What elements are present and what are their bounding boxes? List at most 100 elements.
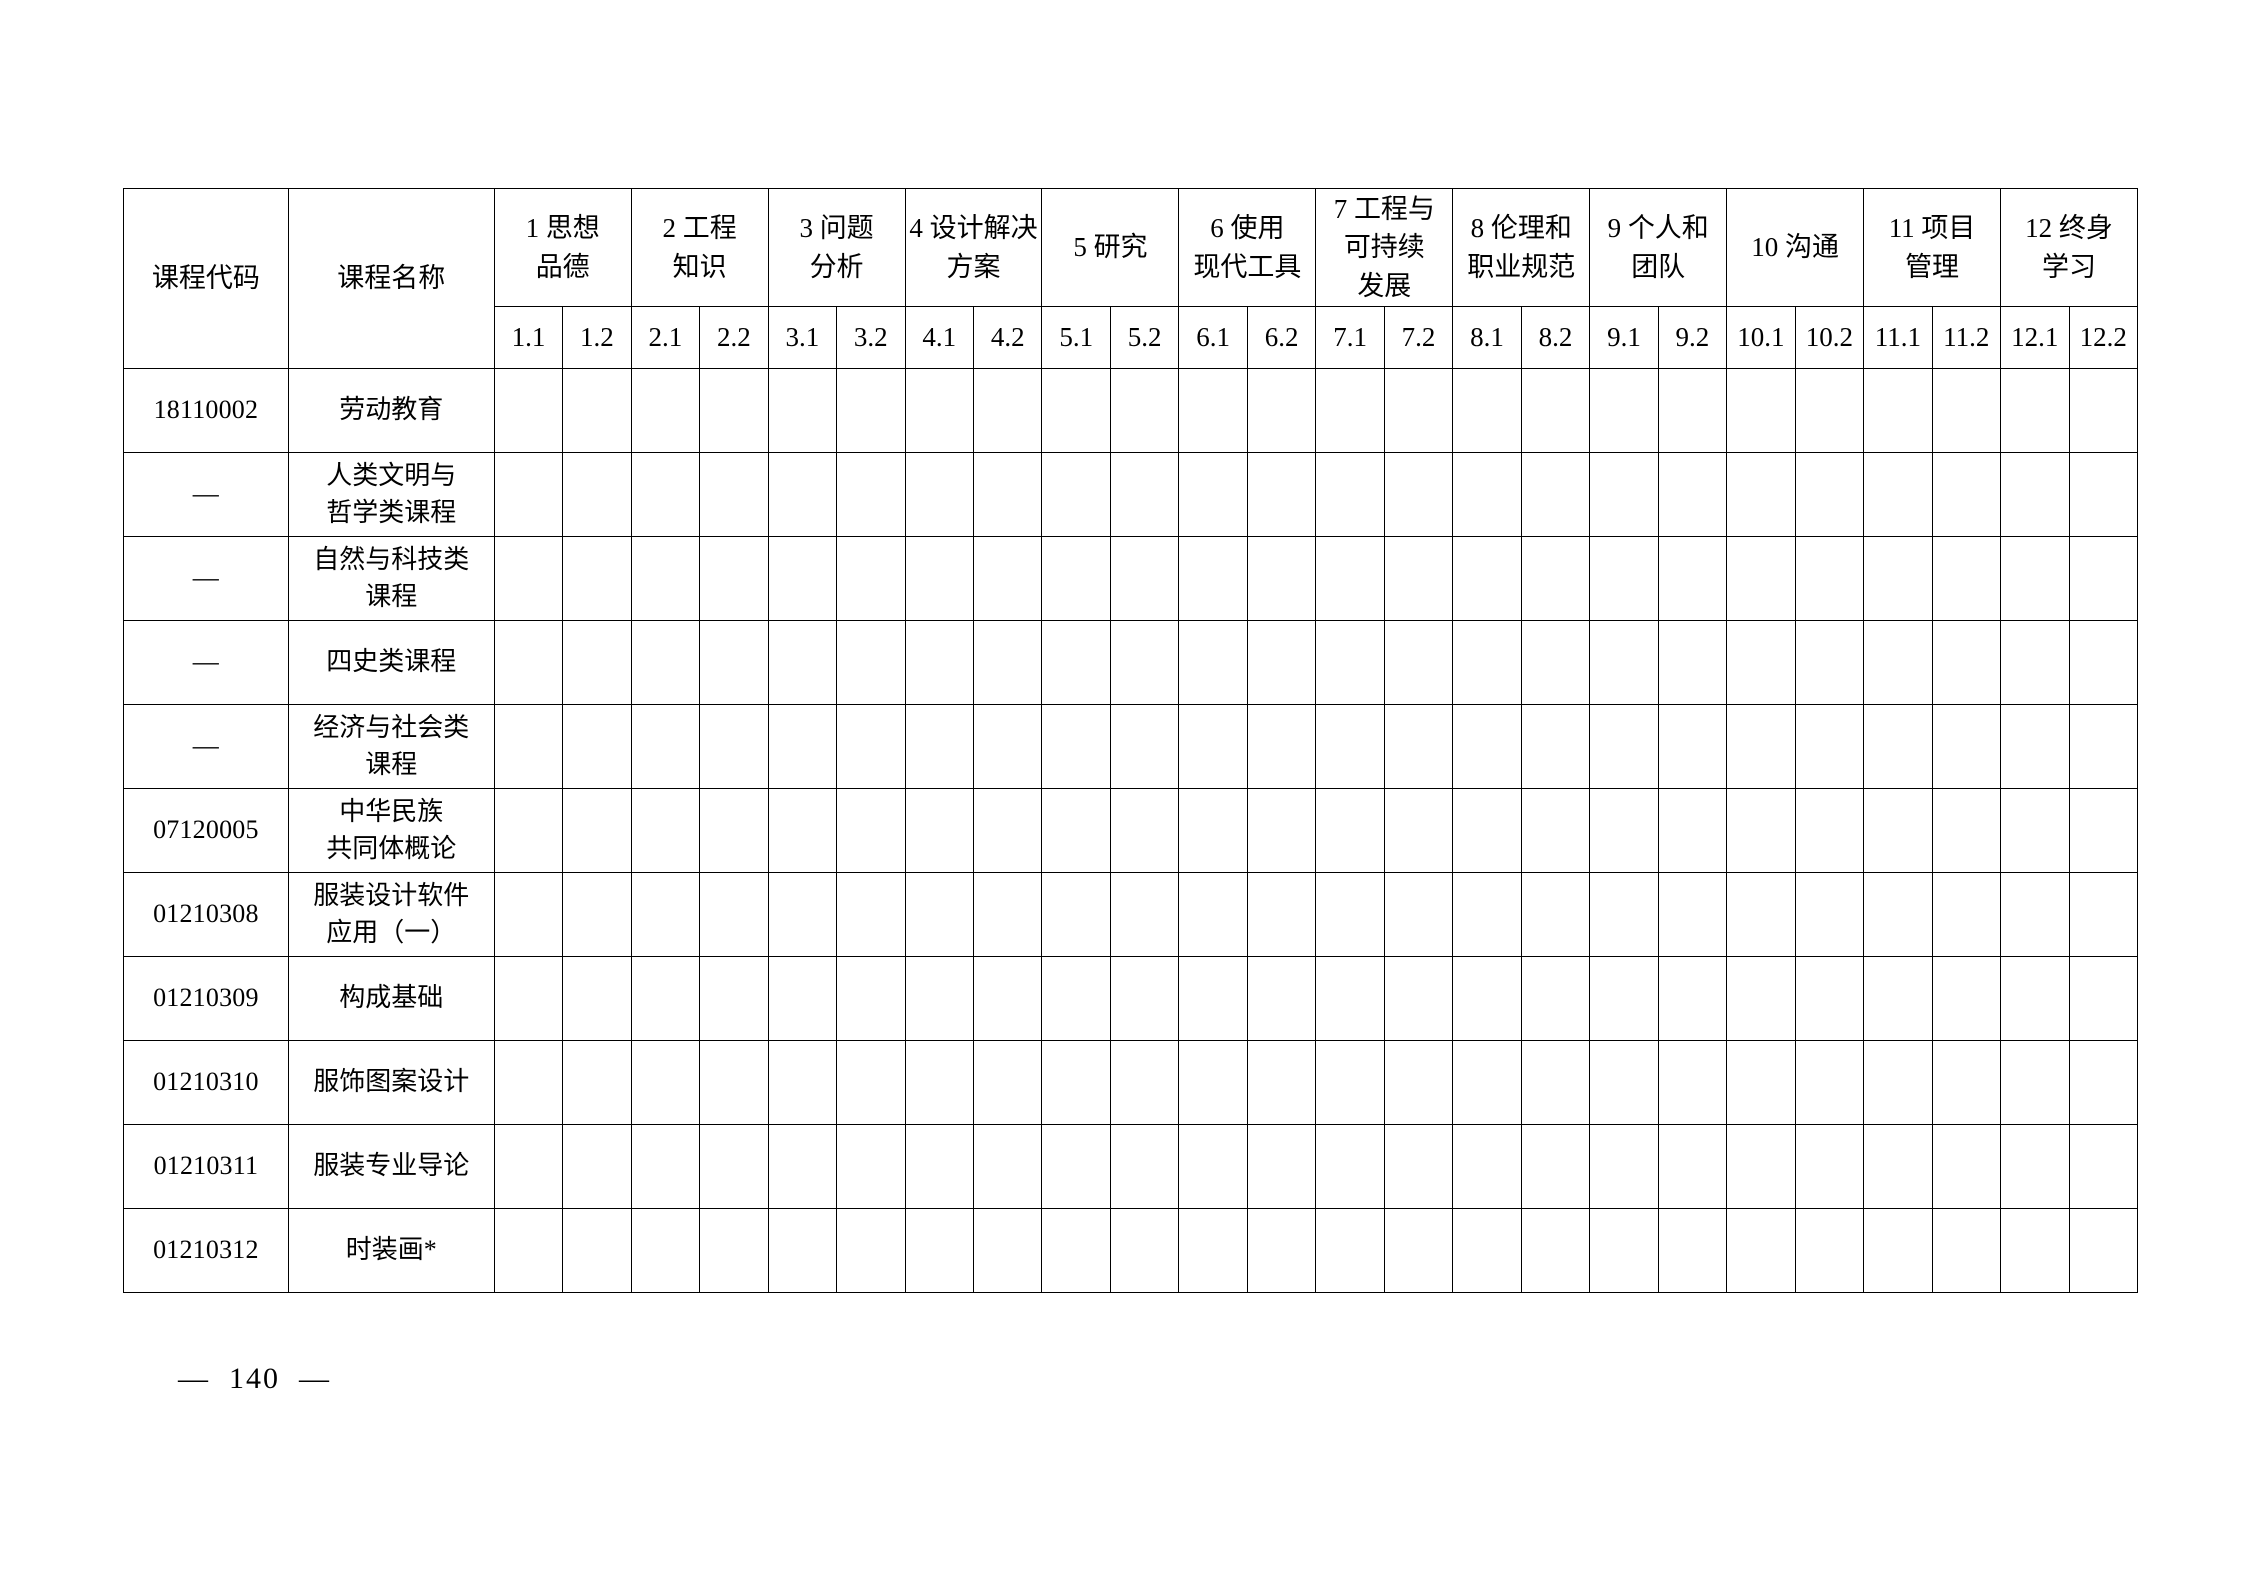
header-group-g8-line1: 8 伦理和 [1470,213,1572,244]
cell-level-8.2-empty [1520,1124,1591,1209]
cell-level-9.2-empty [1657,620,1728,705]
cell-level-12.1-empty [2000,1124,2070,1209]
cell-level-9.2-empty [1657,1208,1728,1293]
cell-level-11.1-empty [1863,620,1933,705]
header-group-g9: 9 个人和 团队 [1589,188,1728,307]
cell-level-12.2-empty [2068,1040,2138,1125]
cell-course-name-line1: 经济与社会类 [313,712,470,742]
cell-level-9.2-empty [1657,872,1728,957]
header-group-g6-line2: 现代工具 [1193,251,1302,282]
header-group-g10-line1: 10 沟通 [1751,232,1839,263]
cell-level-5.2-empty [1109,872,1180,957]
cell-level-8.1 [1452,788,1522,873]
header-indicator-4.1: 4.1 [904,306,975,369]
cell-course-code: 01210310 [123,1040,289,1125]
cell-level-6.2-empty [1246,1040,1317,1125]
cell-level-4.1-empty [904,452,975,537]
table-row: 07120005 中华民族 共同体概论 [123,788,2138,873]
header-course-code: 课程代码 [123,188,289,369]
cell-level-6.2-empty [1246,620,1317,705]
cell-level-5.1-empty [1041,368,1111,453]
cell-level-4.1-empty [904,956,975,1041]
cell-level-10.1-empty [1726,872,1796,957]
cell-level-10.2-empty [1794,536,1865,621]
header-indicator-3.2: 3.2 [836,306,906,369]
header-indicator-8.1: 8.1 [1452,306,1522,369]
cell-level-3.2-empty [836,1208,906,1293]
cell-level-2.1-empty [630,956,701,1041]
cell-course-code: 07120005 [123,788,289,873]
cell-level-6.2-empty [1246,704,1317,789]
matrix-body: 18110002 劳动教育 — 人类文明与 哲学类课程 — 自然与科技类 课程 — 四史类课程 — 经… [123,368,2138,1293]
cell-level-8.1 [1452,1040,1522,1125]
cell-level-1.1-empty [493,1124,564,1209]
header-group-g3: 3 问题 分析 [767,188,906,307]
cell-level-8.2-empty [1520,1208,1591,1293]
header-indicator-5.2: 5.2 [1109,306,1180,369]
cell-level-9.1-empty [1589,1124,1659,1209]
cell-course-name-line1: 四史类课程 [326,647,457,677]
header-group-g8-line2: 职业规范 [1467,251,1576,282]
header-group-g4: 4 设计解决 方案 [904,188,1043,307]
cell-level-8.1-empty [1452,872,1522,957]
table-row: — 四史类课程 [123,620,2138,705]
cell-level-8.2-empty [1520,704,1591,789]
cell-level-5.1-empty [1041,704,1111,789]
header-group-g2-line1: 2 工程 [662,213,737,244]
cell-level-7.2-empty [1383,1208,1454,1293]
table-row: — 自然与科技类 课程 [123,536,2138,621]
cell-level-1.1 [493,452,564,537]
cell-level-8.2-empty [1520,788,1591,873]
header-group-g4-line2: 方案 [946,251,1001,282]
cell-level-7.1 [1315,1124,1385,1209]
cell-level-11.1-empty [1863,956,1933,1041]
cell-level-5.1-empty [1041,1208,1111,1293]
cell-level-3.1-empty [767,788,838,873]
cell-level-4.1-empty [904,704,975,789]
cell-level-3.1-empty [767,368,838,453]
header-group-g10: 10 沟通 [1726,188,1865,307]
cell-level-10.2-empty [1794,788,1865,873]
cell-course-name: 自然与科技类 课程 [287,536,495,621]
cell-level-5.2-empty [1109,368,1180,453]
header-group-g1-line2: 品德 [535,251,590,282]
cell-level-11.2-empty [1931,452,2002,537]
cell-level-6.1 [1178,872,1248,957]
cell-level-2.1-empty [630,368,701,453]
cell-level-2.2 [699,1040,769,1125]
cell-level-8.2-empty [1520,956,1591,1041]
table-row: 01210308 服装设计软件 应用（一） [123,872,2138,957]
cell-level-2.1-empty [630,1208,701,1293]
cell-level-7.2-empty [1383,872,1454,957]
cell-level-9.1-empty [1589,536,1659,621]
cell-level-6.1 [1178,536,1248,621]
header-group-g4-line1: 4 设计解决 [909,213,1038,244]
cell-level-6.1-empty [1178,1208,1248,1293]
cell-level-6.1-empty [1178,1040,1248,1125]
cell-level-8.1-empty [1452,368,1522,453]
cell-level-2.1 [630,536,701,621]
cell-level-7.1-empty [1315,704,1385,789]
cell-level-4.1-empty [904,1040,975,1125]
cell-level-10.2-empty [1794,620,1865,705]
cell-level-10.1-empty [1726,452,1796,537]
cell-course-name: 服装设计软件 应用（一） [287,872,495,957]
cell-level-10.2-empty [1794,956,1865,1041]
cell-level-5.2-empty [1109,1208,1180,1293]
cell-level-3.1-empty [767,620,838,705]
cell-level-11.1-empty [1863,1040,1933,1125]
cell-level-3.1-empty [767,956,838,1041]
cell-level-6.2-empty [1246,788,1317,873]
cell-level-12.1-empty [2000,1208,2070,1293]
cell-course-code: 01210311 [123,1124,289,1209]
cell-level-8.1-empty [1452,956,1522,1041]
cell-level-6.1-empty [1178,956,1248,1041]
cell-level-10.2-empty [1794,704,1865,789]
cell-level-3.2-empty [836,536,906,621]
cell-level-4.2-empty [972,620,1043,705]
cell-level-12.2-empty [2068,368,2138,453]
cell-level-11.2-empty [1931,1124,2002,1209]
cell-level-12.2 [2068,788,2138,873]
cell-level-1.1-empty [493,872,564,957]
header-group-g6-line1: 6 使用 [1210,213,1285,244]
